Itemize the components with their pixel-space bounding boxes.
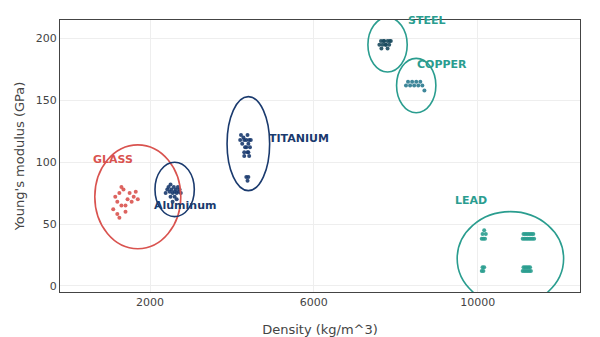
svg-text:100: 100 [36,156,57,169]
svg-text:Young's modulus (GPa): Young's modulus (GPa) [12,82,27,232]
svg-text:Density (kg/m^3): Density (kg/m^3) [262,322,378,337]
svg-text:6000: 6000 [300,296,328,309]
svg-text:150: 150 [36,94,57,107]
svg-text:10000: 10000 [460,296,495,309]
svg-text:TITANIUM: TITANIUM [269,132,329,145]
svg-text:50: 50 [43,218,57,231]
svg-text:STEEL: STEEL [408,14,445,27]
svg-text:200: 200 [36,32,57,45]
svg-text:Aluminum: Aluminum [154,199,216,212]
svg-text:LEAD: LEAD [455,194,487,207]
svg-text:COPPER: COPPER [417,58,467,71]
svg-text:0: 0 [50,280,57,293]
svg-text:2000: 2000 [136,296,164,309]
svg-text:GLASS: GLASS [93,153,133,166]
